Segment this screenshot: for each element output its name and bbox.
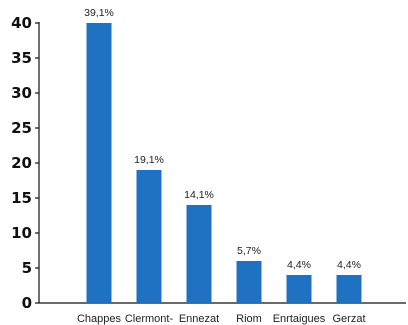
x-tick-label: Enrtaigues: [273, 313, 326, 325]
bar-riom: [236, 261, 262, 303]
data-label: 4,4%: [337, 259, 361, 271]
x-tick-label: Clermont-: [125, 313, 174, 325]
bar-gerzat: [336, 275, 362, 303]
bar-chappes: [86, 23, 112, 303]
data-label: 39,1%: [84, 7, 114, 19]
data-label: 19,1%: [134, 154, 164, 166]
x-axis: Chappes Clermont- Ennezat Riom Enrtaigues Ger…: [39, 302, 406, 325]
data-label: 14,1%: [184, 189, 214, 201]
x-category-labels: Chappes Clermont- Ennezat Riom Enrtaigues Ger…: [77, 313, 366, 325]
y-axis: 0 5 10 15 20 25 30 35 40: [11, 14, 40, 312]
data-label: 4,4%: [287, 259, 311, 271]
bar-clermont: [136, 170, 162, 303]
y-tick-label: 0: [22, 294, 32, 312]
data-label: 5,7%: [237, 245, 261, 257]
y-tick-label: 10: [11, 224, 32, 242]
x-tick-label: Chappes: [77, 313, 122, 325]
bar-enrtaigues: [286, 275, 312, 303]
data-labels: 39,1% 19,1% 14,1% 5,7% 4,4% 4,4%: [84, 7, 361, 271]
y-tick-label: 30: [11, 84, 32, 102]
x-tick-label: Ennezat: [179, 313, 219, 325]
x-tick-label: Gerzat: [332, 313, 365, 325]
x-tick-label: Riom: [236, 313, 262, 325]
y-tick-label: 15: [11, 189, 32, 207]
y-tick-label: 5: [22, 259, 32, 277]
bar-ennezat: [186, 205, 212, 303]
y-tick-labels: 0 5 10 15 20 25 30 35 40: [11, 14, 39, 312]
y-tick-label: 20: [11, 154, 32, 172]
bars: [86, 23, 362, 303]
y-tick-label: 25: [11, 119, 32, 137]
y-tick-label: 35: [11, 49, 32, 67]
y-tick-label: 40: [11, 14, 32, 32]
